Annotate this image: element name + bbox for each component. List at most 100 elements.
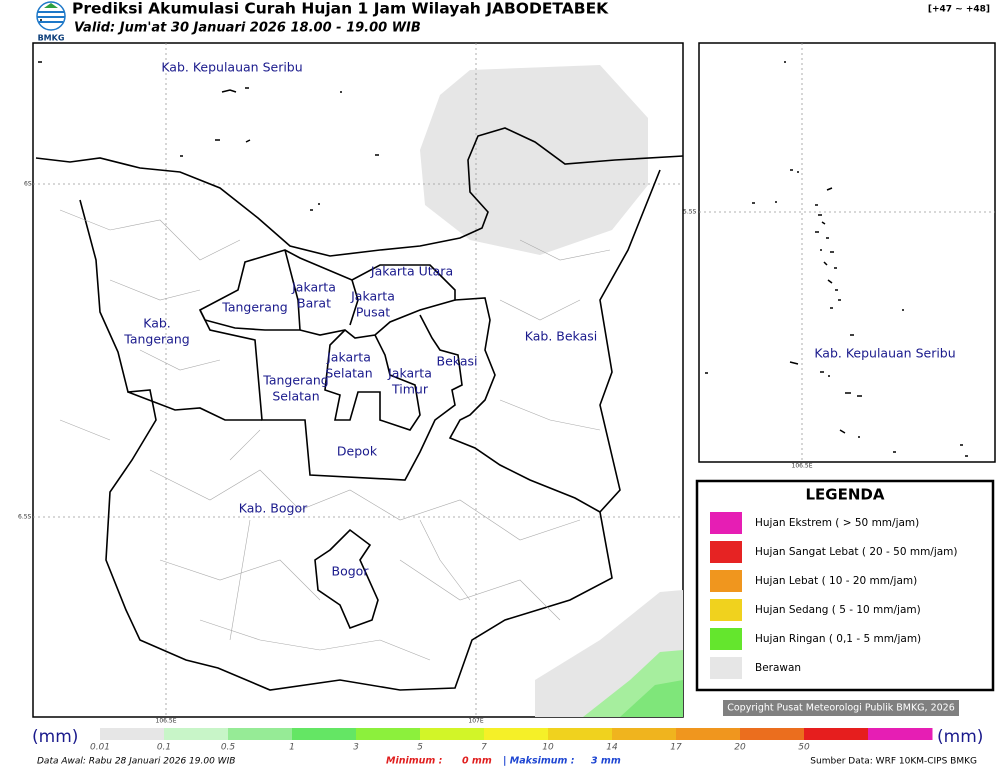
region-labels: Kab. Kepulauan Seribu Jakarta Utara Jakart… (123, 60, 597, 579)
region-label: Tangerang (221, 300, 287, 315)
province-border (127, 391, 262, 421)
region-label: Selatan (272, 389, 319, 404)
region-label: Jakarta (350, 289, 395, 304)
colorbar-segment (484, 728, 549, 740)
maximum-label: | Maksimum : (503, 756, 575, 767)
region-label: Selatan (325, 366, 372, 381)
legend-label: Hujan Lebat ( 10 - 20 mm/jam) (755, 575, 917, 587)
lon-label: 106.5E (792, 463, 813, 470)
district-border (324, 329, 421, 431)
colorbar-segment (612, 728, 677, 740)
legend-swatch (710, 628, 742, 650)
main-map: 6S 6.5S 106.5E 107E Kab. Kepulauan Serib… (18, 19, 684, 725)
colorbar-segment (548, 728, 613, 740)
region-label: Depok (337, 444, 378, 459)
legend-swatch (710, 512, 742, 534)
valid-time: Valid: Jum'at 30 Januari 2026 18.00 - 19… (74, 21, 421, 36)
title: Prediksi Akumulasi Curah Hujan 1 Jam Wil… (72, 0, 609, 18)
data-awal: Data Awal: Rabu 28 Januari 2026 19.00 WI… (37, 757, 235, 767)
colorbar-segment (420, 728, 485, 740)
colorbar-label: 1 (289, 743, 295, 753)
legend-swatch (710, 541, 742, 563)
colorbar-label: 50 (798, 743, 810, 753)
province-border (198, 249, 456, 339)
legend-title: LEGENDA (806, 486, 885, 504)
region-label: Timur (391, 382, 429, 397)
maximum-value: 3 mm (591, 756, 621, 767)
unit-label: (mm) (32, 727, 78, 747)
legend-swatch (710, 657, 742, 679)
lon-label: 107E (468, 718, 483, 725)
legend-items: Hujan Ekstrem ( > 50 mm/jam) Hujan Sangat… (710, 512, 958, 679)
region-label: Jakarta Utara (370, 264, 453, 279)
logo-text: BMKG (38, 34, 65, 43)
logo: BMKG (36, 1, 66, 43)
subdistrict-border (59, 209, 611, 661)
coastline (35, 127, 684, 257)
legend-swatch (710, 599, 742, 621)
region-label: Kab. Kepulauan Seribu (161, 60, 302, 75)
region-border (79, 169, 661, 691)
minimum-value: 0 mm (462, 756, 492, 767)
copyright-bg (723, 700, 959, 716)
source: Sumber Data: WRF 10KM-CIPS BMKG (810, 757, 977, 767)
region-label: Bogor (332, 564, 370, 579)
colorbar-label: 10 (542, 743, 554, 753)
colorbar-label: 7 (481, 743, 487, 753)
colorbar-segment (228, 728, 293, 740)
region-label: Tangerang (262, 373, 328, 388)
legend-label: Hujan Ekstrem ( > 50 mm/jam) (755, 517, 919, 529)
region-label: Tangerang (123, 332, 189, 347)
legend-label: Hujan Sangat Lebat ( 20 - 50 mm/jam) (755, 546, 958, 558)
province-border (448, 297, 601, 513)
colorbar-label: 14 (606, 743, 618, 753)
region-label: Jakarta (326, 350, 371, 365)
region-label: Pusat (356, 305, 390, 320)
legend-label: Hujan Ringan ( 0,1 - 5 mm/jam) (755, 633, 921, 645)
cloud-area (420, 65, 648, 255)
colorbar-segment (164, 728, 229, 740)
colorbar-segment (292, 728, 357, 740)
lon-label: 106.5E (156, 718, 177, 725)
island (705, 61, 968, 457)
colorbar-segment (868, 728, 933, 740)
region-label: Jakarta (387, 366, 432, 381)
region-label: Kab. Bekasi (525, 329, 597, 344)
unit-label: (mm) (937, 727, 983, 747)
rain-area (620, 680, 683, 717)
colorbar-segment (100, 728, 165, 740)
colorbar-label: 5 (417, 743, 423, 753)
inset-map: 5.5S 106.5E Kab. Kepulauan Seribu (683, 42, 996, 470)
colorbar-label: 17 (670, 743, 682, 753)
district-border (284, 249, 359, 331)
region-label: Kab. (143, 316, 171, 331)
province-border (199, 309, 463, 481)
legend-swatch (710, 570, 742, 592)
region-label: Kab. Bogor (239, 501, 308, 516)
region-label: Kab. Kepulauan Seribu (814, 346, 955, 361)
colorbar-label: 0.5 (221, 743, 236, 753)
island (38, 19, 379, 211)
district-border (314, 528, 379, 630)
lat-label: 5.5S (683, 209, 697, 216)
legend-label: Berawan (755, 662, 801, 674)
region-label: Bekasi (437, 354, 478, 369)
colorbar-segment (356, 728, 421, 740)
colorbar-segment (676, 728, 741, 740)
minimum-label: Minimum : (386, 756, 443, 767)
region-label: Barat (297, 296, 331, 311)
colorbar-label: 3 (353, 743, 359, 753)
colorbar: 0.01 0.1 0.5 1 3 5 7 10 14 17 20 50 (90, 728, 933, 753)
legend-label: Hujan Sedang ( 5 - 10 mm/jam) (755, 604, 921, 616)
colorbar-label: 0.1 (157, 743, 171, 753)
colorbar-label: 20 (734, 743, 746, 753)
lat-label: 6.5S (18, 514, 32, 521)
legend: LEGENDA Hujan Ekstrem ( > 50 mm/jam)Huja… (695, 479, 995, 692)
colorbar-label: 0.01 (90, 743, 110, 753)
colorbar-segment (740, 728, 805, 740)
copyright: Copyright Pusat Meteorologi Publik BMKG,… (727, 703, 955, 714)
region-label: Jakarta (291, 280, 336, 295)
range: [+47 ~ +48] (928, 5, 990, 15)
lat-label: 6S (24, 181, 32, 188)
